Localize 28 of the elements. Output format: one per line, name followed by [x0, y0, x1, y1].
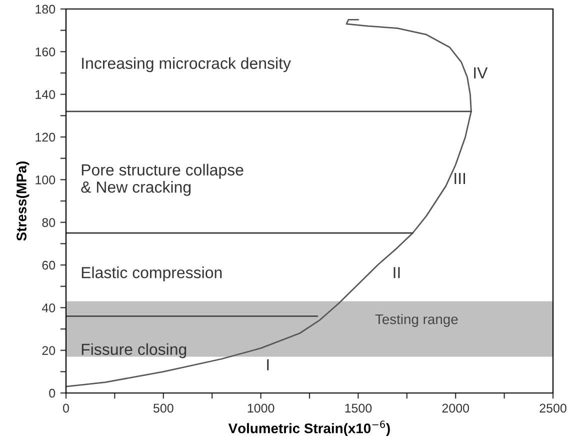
annotation: III [454, 173, 466, 184]
x-tick-label: 500 [153, 404, 174, 413]
y-tick-label: 120 [36, 132, 56, 142]
annotation: II [394, 267, 400, 278]
x-tick-label: 2500 [540, 404, 566, 413]
annotation: Fissure closing [82, 343, 186, 358]
annotation: I [267, 359, 269, 370]
band-label: Testing range [375, 314, 458, 327]
annotation: Increasing microcrack density [82, 57, 291, 72]
annotation: Elastic compression [82, 266, 222, 282]
y-tick-label: 40 [42, 303, 56, 312]
annotation: IV [474, 67, 488, 78]
y-tick-label: 0 [49, 388, 56, 398]
y-tick-label: 160 [36, 47, 56, 56]
y-tick-label: 60 [42, 260, 56, 270]
line-series [66, 18, 472, 388]
annotation: Pore structure collapse & New cracking [81, 164, 244, 196]
y-tick-label: 80 [42, 218, 56, 227]
x-axis-title: Volumetric Strain(x10$^{−6}$) [228, 420, 390, 436]
x-tick-label: 2000 [442, 404, 470, 413]
x-tick-label: 1000 [248, 404, 274, 413]
y-axis-title: Stress(MPa) [16, 162, 30, 241]
x-tick-label: 0 [63, 404, 69, 413]
y-tick-label: 180 [36, 4, 56, 14]
y-tick-label: 140 [36, 90, 56, 99]
y-tick-label: 100 [36, 175, 56, 184]
y-tick-label: 20 [42, 346, 56, 355]
x-tick-label: 1500 [345, 404, 372, 413]
